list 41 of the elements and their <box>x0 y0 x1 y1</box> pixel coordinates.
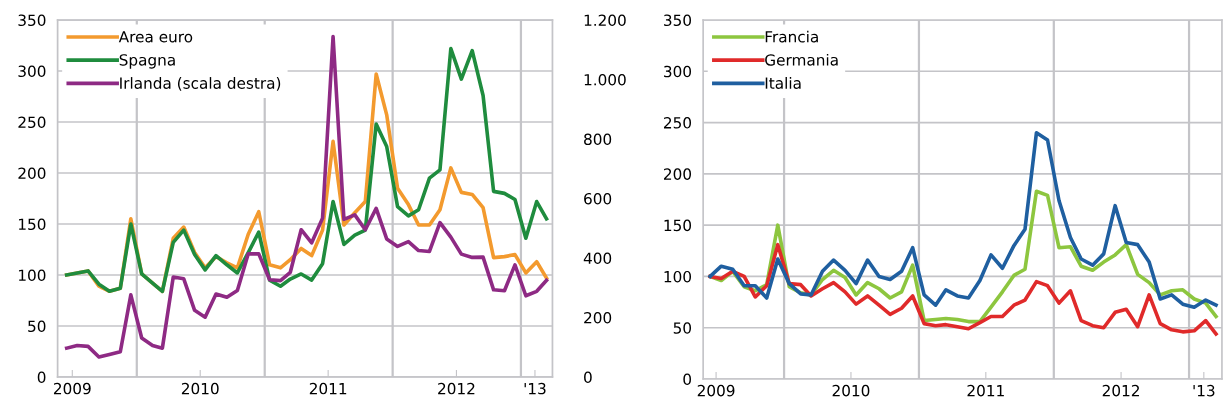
legend-label: Spagna <box>119 54 175 69</box>
y2-tick-label: 800 <box>584 133 612 146</box>
y2-tick-label: 1.000 <box>584 73 626 86</box>
y-tick-label: 100 <box>18 269 46 282</box>
y-tick-label: 150 <box>18 218 46 231</box>
y-tick-label: 250 <box>18 116 46 129</box>
legend-label: Irlanda (scala destra) <box>120 77 281 91</box>
line-series <box>708 131 1218 310</box>
y-tick-label: 50 <box>28 320 46 333</box>
y-tick-label: 350 <box>18 14 46 27</box>
x-tick-label: 2012 <box>438 382 475 395</box>
x-tick-label: 2012 <box>1102 384 1139 397</box>
y-tick-label: 200 <box>18 167 46 180</box>
line-series <box>708 242 1218 336</box>
y2-tick-label: 400 <box>583 252 612 265</box>
x-tick-label: '13 <box>1193 384 1215 397</box>
y2-tick-label: 0 <box>584 371 592 384</box>
y-tick-label: 0 <box>37 371 46 384</box>
x-tick-label: 2009 <box>53 382 91 395</box>
legend-label: Germania <box>765 53 838 66</box>
x-tick-label: 2011 <box>309 382 347 395</box>
x-tick-label: 2010 <box>181 382 219 395</box>
legend-label: Francia <box>765 30 818 43</box>
y-tick-label: 50 <box>673 322 692 334</box>
y2-tick-label: 200 <box>584 311 612 324</box>
y2-tick-label: 600 <box>584 192 612 205</box>
y-tick-label: 150 <box>664 219 692 232</box>
y-tick-label: 300 <box>664 65 692 78</box>
legend-label: Area euro <box>118 31 193 43</box>
y-tick-label: 300 <box>18 65 46 78</box>
x-tick-label: 2009 <box>697 384 735 397</box>
y-tick-label: 0 <box>683 373 692 386</box>
y-tick-label: 250 <box>664 117 692 129</box>
y-tick-label: 350 <box>664 14 692 27</box>
x-tick-label: 2011 <box>967 384 1004 397</box>
legend-label: Italia <box>765 77 801 89</box>
y2-tick-label: 1.200 <box>584 14 626 27</box>
y-tick-label: 200 <box>664 168 692 180</box>
y-tick-label: 100 <box>664 270 692 283</box>
x-tick-label: 2010 <box>832 384 870 397</box>
x-tick-label: '13 <box>524 382 546 395</box>
